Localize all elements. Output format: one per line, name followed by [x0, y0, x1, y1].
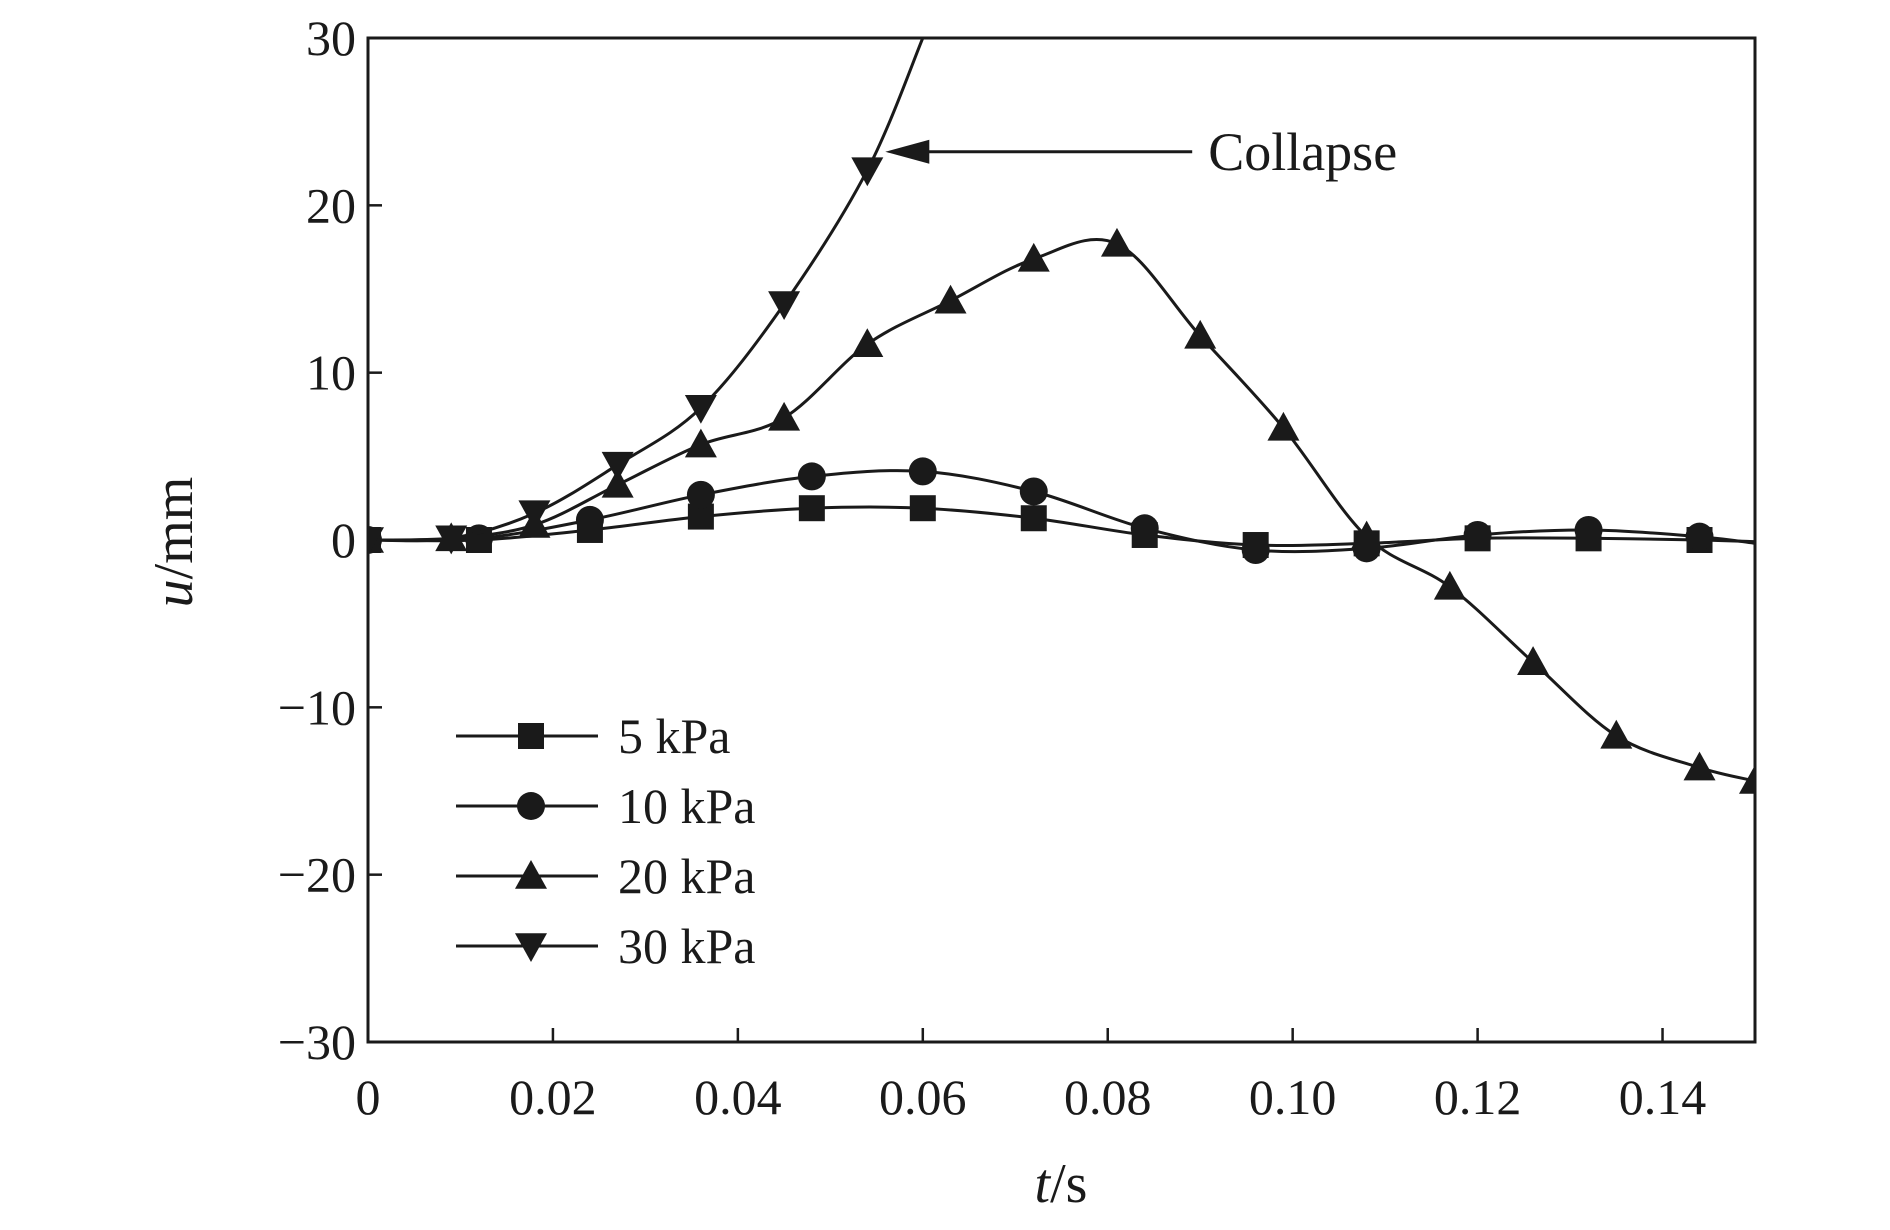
x-tick-label: 0.10	[1249, 1069, 1337, 1125]
data-point-5-kpa	[798, 495, 825, 522]
x-tick-label: 0.04	[694, 1069, 782, 1125]
data-point-10-kpa	[1574, 515, 1603, 544]
data-point-20-kpa	[601, 468, 634, 498]
y-tick-label: 20	[306, 177, 356, 233]
data-point-10-kpa	[1463, 520, 1492, 549]
x-axis-var: t	[1035, 1153, 1052, 1215]
series-group	[368, 38, 1755, 794]
y-axis-var: u	[143, 579, 205, 607]
data-point-30-kpa	[851, 157, 884, 187]
series-5-kpa	[368, 495, 1755, 559]
legend-marker	[518, 723, 544, 749]
data-point-20-kpa	[851, 328, 884, 358]
axis-ticks: 0 0.02 0.04 0.06 0.08 0.10 0.12 0.14 −30 −20 −10 0 1…	[278, 10, 1706, 1125]
data-point-30-kpa	[601, 451, 634, 481]
x-axis-unit: /s	[1050, 1153, 1087, 1215]
data-point-10-kpa	[1130, 514, 1159, 543]
series-line-20-kpa	[368, 238, 1755, 783]
data-point-10-kpa	[1685, 522, 1714, 551]
x-tick-label: 0.12	[1434, 1069, 1522, 1125]
y-tick-label: 30	[306, 10, 356, 66]
data-point-10-kpa	[1241, 536, 1270, 565]
legend-item-10-kpa: 10 kPa	[456, 778, 756, 834]
series-30-kpa	[368, 38, 925, 556]
data-point-20-kpa	[1433, 570, 1466, 600]
legend-label: 30 kPa	[618, 918, 756, 974]
data-point-20-kpa	[1600, 719, 1633, 749]
y-tick-label: −10	[278, 679, 356, 735]
data-point-20-kpa	[1184, 319, 1217, 349]
data-point-20-kpa	[1517, 646, 1550, 675]
plot-frame	[366, 36, 1757, 1044]
annotation-text: Collapse	[1208, 122, 1397, 182]
y-tick-label: −20	[278, 847, 356, 903]
data-point-5-kpa	[1020, 505, 1047, 532]
data-point-10-kpa	[575, 505, 604, 534]
data-point-10-kpa	[797, 462, 826, 491]
legend-marker	[517, 792, 545, 820]
series-20-kpa	[368, 227, 1755, 794]
y-tick-label: −30	[278, 1014, 356, 1070]
legend-marker	[515, 860, 547, 889]
data-point-10-kpa	[1019, 477, 1048, 506]
data-point-20-kpa	[684, 428, 717, 458]
plot-area-border	[366, 36, 1757, 1044]
data-point-20-kpa	[1017, 242, 1050, 272]
data-point-20-kpa	[1100, 227, 1133, 257]
series-line-30-kpa	[368, 38, 925, 543]
legend-label: 10 kPa	[618, 778, 756, 834]
x-tick-label: 0	[356, 1069, 381, 1125]
data-point-20-kpa	[1267, 411, 1300, 441]
data-point-20-kpa	[1350, 520, 1383, 550]
legend-label: 5 kPa	[618, 708, 731, 764]
x-tick-label: 0.14	[1619, 1069, 1707, 1125]
data-point-10-kpa	[686, 480, 715, 509]
legend-item-30-kpa: 30 kPa	[456, 918, 756, 974]
y-tick-label: 0	[331, 512, 356, 568]
data-point-30-kpa	[684, 395, 717, 424]
annotation-arrow-head	[885, 139, 930, 164]
x-axis-label: t/s	[1035, 1153, 1088, 1215]
data-point-20-kpa	[934, 284, 967, 314]
data-point-30-kpa	[768, 291, 801, 321]
series-line-10-kpa	[368, 469, 1755, 554]
legend-item-5-kpa: 5 kPa	[456, 708, 731, 764]
x-tick-label: 0.02	[509, 1069, 597, 1125]
data-point-5-kpa	[909, 495, 936, 522]
x-tick-label: 0.08	[1064, 1069, 1152, 1125]
data-point-10-kpa	[908, 457, 937, 486]
legend-label: 20 kPa	[618, 848, 756, 904]
data-point-20-kpa	[768, 401, 801, 431]
legend: 5 kPa 10 kPa 20 kPa 30 kPa	[456, 708, 756, 974]
series-line-5-kpa	[368, 505, 1755, 547]
legend-marker	[515, 933, 547, 962]
data-point-20-kpa	[1683, 751, 1716, 781]
data-point-30-kpa	[518, 500, 551, 530]
data-point-30-kpa	[368, 527, 384, 556]
y-axis-label: u/mm	[143, 477, 205, 608]
y-tick-label: 10	[306, 345, 356, 401]
data-point-30-kpa	[435, 525, 468, 555]
data-point-20-kpa	[1739, 764, 1755, 794]
collapse-annotation: Collapse	[885, 122, 1397, 182]
x-tick-label: 0.06	[879, 1069, 967, 1125]
y-axis-unit: /mm	[143, 477, 205, 580]
legend-item-20-kpa: 20 kPa	[456, 848, 756, 904]
